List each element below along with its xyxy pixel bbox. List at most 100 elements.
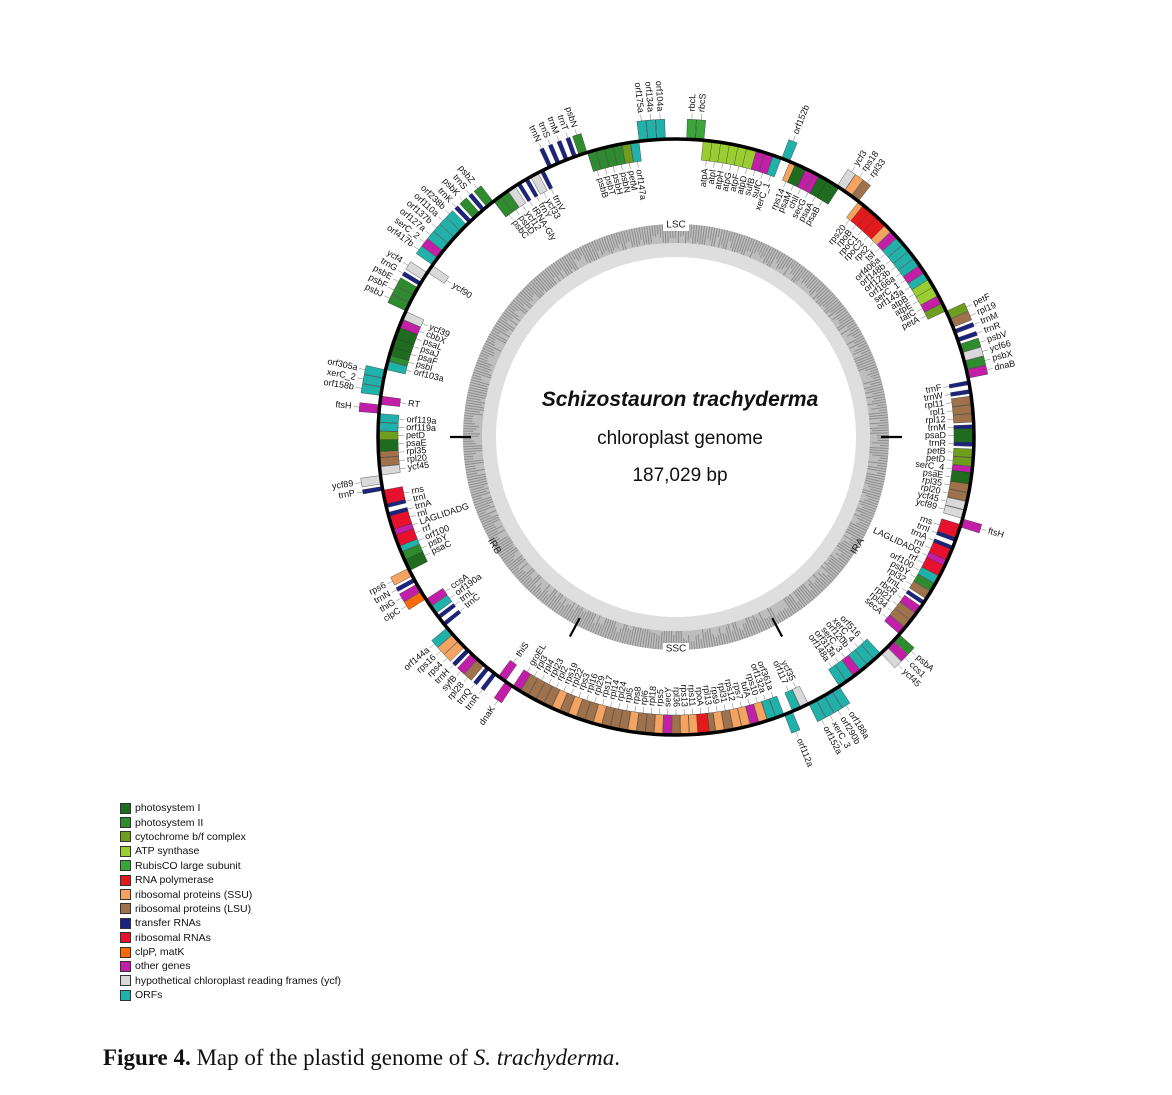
gene-leader-rpl29 xyxy=(594,696,597,703)
gene-block-trnf xyxy=(948,380,970,389)
legend-label: RNA polymerase xyxy=(135,874,214,887)
gene-label-rpl31: rpl31 xyxy=(716,682,729,703)
gene-leader-rpl2 xyxy=(555,682,559,688)
gene-leader-ycf35 xyxy=(793,682,797,688)
gene-leader-orf123b xyxy=(890,266,896,271)
gene-leader-psby xyxy=(910,574,916,578)
gene-block-ycf45 xyxy=(379,464,401,476)
gene-label-rnl: rnl xyxy=(913,536,926,549)
gene-leader-rpl33 xyxy=(866,177,871,183)
gene-leader-ycf90 xyxy=(446,279,452,284)
legend-item-other-genes: other genes xyxy=(120,959,420,973)
gene-label-rps13: rps13 xyxy=(679,684,690,707)
legend-item-ribosomal-rnas: ribosomal RNAs xyxy=(120,931,420,945)
gene-block-rpl12 xyxy=(952,413,974,424)
gene-label-ycf45: ycf45 xyxy=(917,489,940,504)
gene-leader-tufa xyxy=(747,699,750,706)
gene-block-rt xyxy=(379,395,401,407)
gene-leader-orf144a xyxy=(429,643,435,649)
gene-leader-trnk xyxy=(451,202,457,208)
legend-label: ATP synthase xyxy=(135,845,200,858)
gene-leader-petd xyxy=(947,459,954,461)
gene-leader-trnc xyxy=(459,607,465,612)
gene-label-leaders xyxy=(353,113,993,738)
gene-leader-rpl21 xyxy=(892,601,898,606)
gene-label-ycf89: ycf89 xyxy=(331,478,354,491)
gene-label-serc-4: serC_4 xyxy=(915,459,945,472)
gene-leader-rpl11 xyxy=(945,402,952,404)
gene-leader-atpb xyxy=(909,293,915,298)
gene-label-psbx: psbX xyxy=(991,348,1013,363)
gene-label-rns: rns xyxy=(410,483,425,495)
gene-leader-rps10 xyxy=(755,696,758,703)
legend-swatch xyxy=(120,917,131,929)
gene-block-trns xyxy=(548,143,561,165)
gene-label-this: thiS xyxy=(514,640,531,658)
gene-leader-psbi xyxy=(408,361,415,365)
gene-label-rps12: rps12 xyxy=(723,678,737,702)
gene-label-rpl6: rpl6 xyxy=(638,690,650,706)
gene-leader-ycf66 xyxy=(982,349,989,352)
gene-leader-syfb xyxy=(456,670,462,676)
gene-leader-rpl4 xyxy=(541,674,545,681)
gene-leader-ycf12 xyxy=(522,205,527,211)
gene-leader-trnn xyxy=(538,143,542,149)
gene-leader-psbv xyxy=(979,340,986,343)
svg-text:SSC: SSC xyxy=(666,644,687,655)
gene-block-orf119a xyxy=(378,413,400,424)
gene-block-petd xyxy=(952,456,974,467)
legend-item-clpp-matk: clpP, matK xyxy=(120,945,420,959)
gene-block-petd xyxy=(377,431,399,440)
svg-text:LSC: LSC xyxy=(666,220,685,231)
gene-leader-trnn xyxy=(391,589,398,593)
gene-leader-rpl34 xyxy=(887,607,893,612)
gene-label-ftsh: ftsH xyxy=(987,526,1005,540)
gene-label-rt: RT xyxy=(408,398,421,409)
gene-leader-thig xyxy=(396,597,402,602)
region-label-lsc: LSC xyxy=(663,219,689,231)
gene-leader-rpoa xyxy=(699,707,702,714)
gene-label-orf152b: orf152b xyxy=(791,103,812,135)
gene-leader-ycf45 xyxy=(940,499,947,502)
gene-leader-ccs1 xyxy=(904,657,910,663)
gene-leader-psal xyxy=(415,338,422,342)
gene-leader-rps9 xyxy=(716,705,718,712)
gene-leader-orf158b xyxy=(355,387,362,389)
gene-leader-trnr xyxy=(976,331,983,334)
gene-label-rpl12: rpl12 xyxy=(925,414,946,425)
gene-leader-laglidadg xyxy=(921,552,928,556)
gene-leader-rns xyxy=(403,491,410,494)
gene-leader-peta xyxy=(920,315,927,319)
gene-leader-tsf xyxy=(875,247,880,253)
gene-leader-tatc xyxy=(917,308,923,312)
gene-label-rpl20: rpl20 xyxy=(406,452,427,464)
gene-leader-psbh xyxy=(612,166,615,173)
gene-leader-trna-gly xyxy=(529,200,533,206)
legend-item-rubisco-large-subunit: RubisCO large subunit xyxy=(120,859,420,873)
gene-leader-psac xyxy=(424,552,431,556)
gene-block-trnp xyxy=(362,486,384,495)
gene-leader-orf120b xyxy=(847,647,852,653)
gene-leader-rt xyxy=(400,402,407,404)
gene-leader-secg xyxy=(805,192,809,198)
gene-leader-orf305a xyxy=(359,368,366,371)
gene-leader-serc-4 xyxy=(946,467,953,469)
gene-leader-rbcr xyxy=(897,594,903,599)
gene-block-orf104a xyxy=(655,118,666,140)
gene-leader-ccsa xyxy=(444,588,451,592)
gene-block-rps13 xyxy=(680,714,690,736)
gene-leader-psbj xyxy=(384,295,390,299)
gene-leader-xerc-1 xyxy=(768,175,771,182)
gene-leader-psbn xyxy=(620,164,623,171)
gene-label-rbcs: rbcS xyxy=(696,93,707,112)
legend-swatch xyxy=(120,989,131,1001)
legend-label: ribosomal RNAs xyxy=(135,931,211,944)
gene-leader-trni xyxy=(405,499,412,502)
gene-label-rpl5: rpl5 xyxy=(623,687,636,704)
gene-block-orf175a xyxy=(636,120,648,142)
gene-label-rns: rns xyxy=(919,513,934,527)
gene-leader-trnl xyxy=(901,588,908,592)
gene-block-rbcs xyxy=(695,119,706,141)
legend-swatch xyxy=(120,874,131,886)
